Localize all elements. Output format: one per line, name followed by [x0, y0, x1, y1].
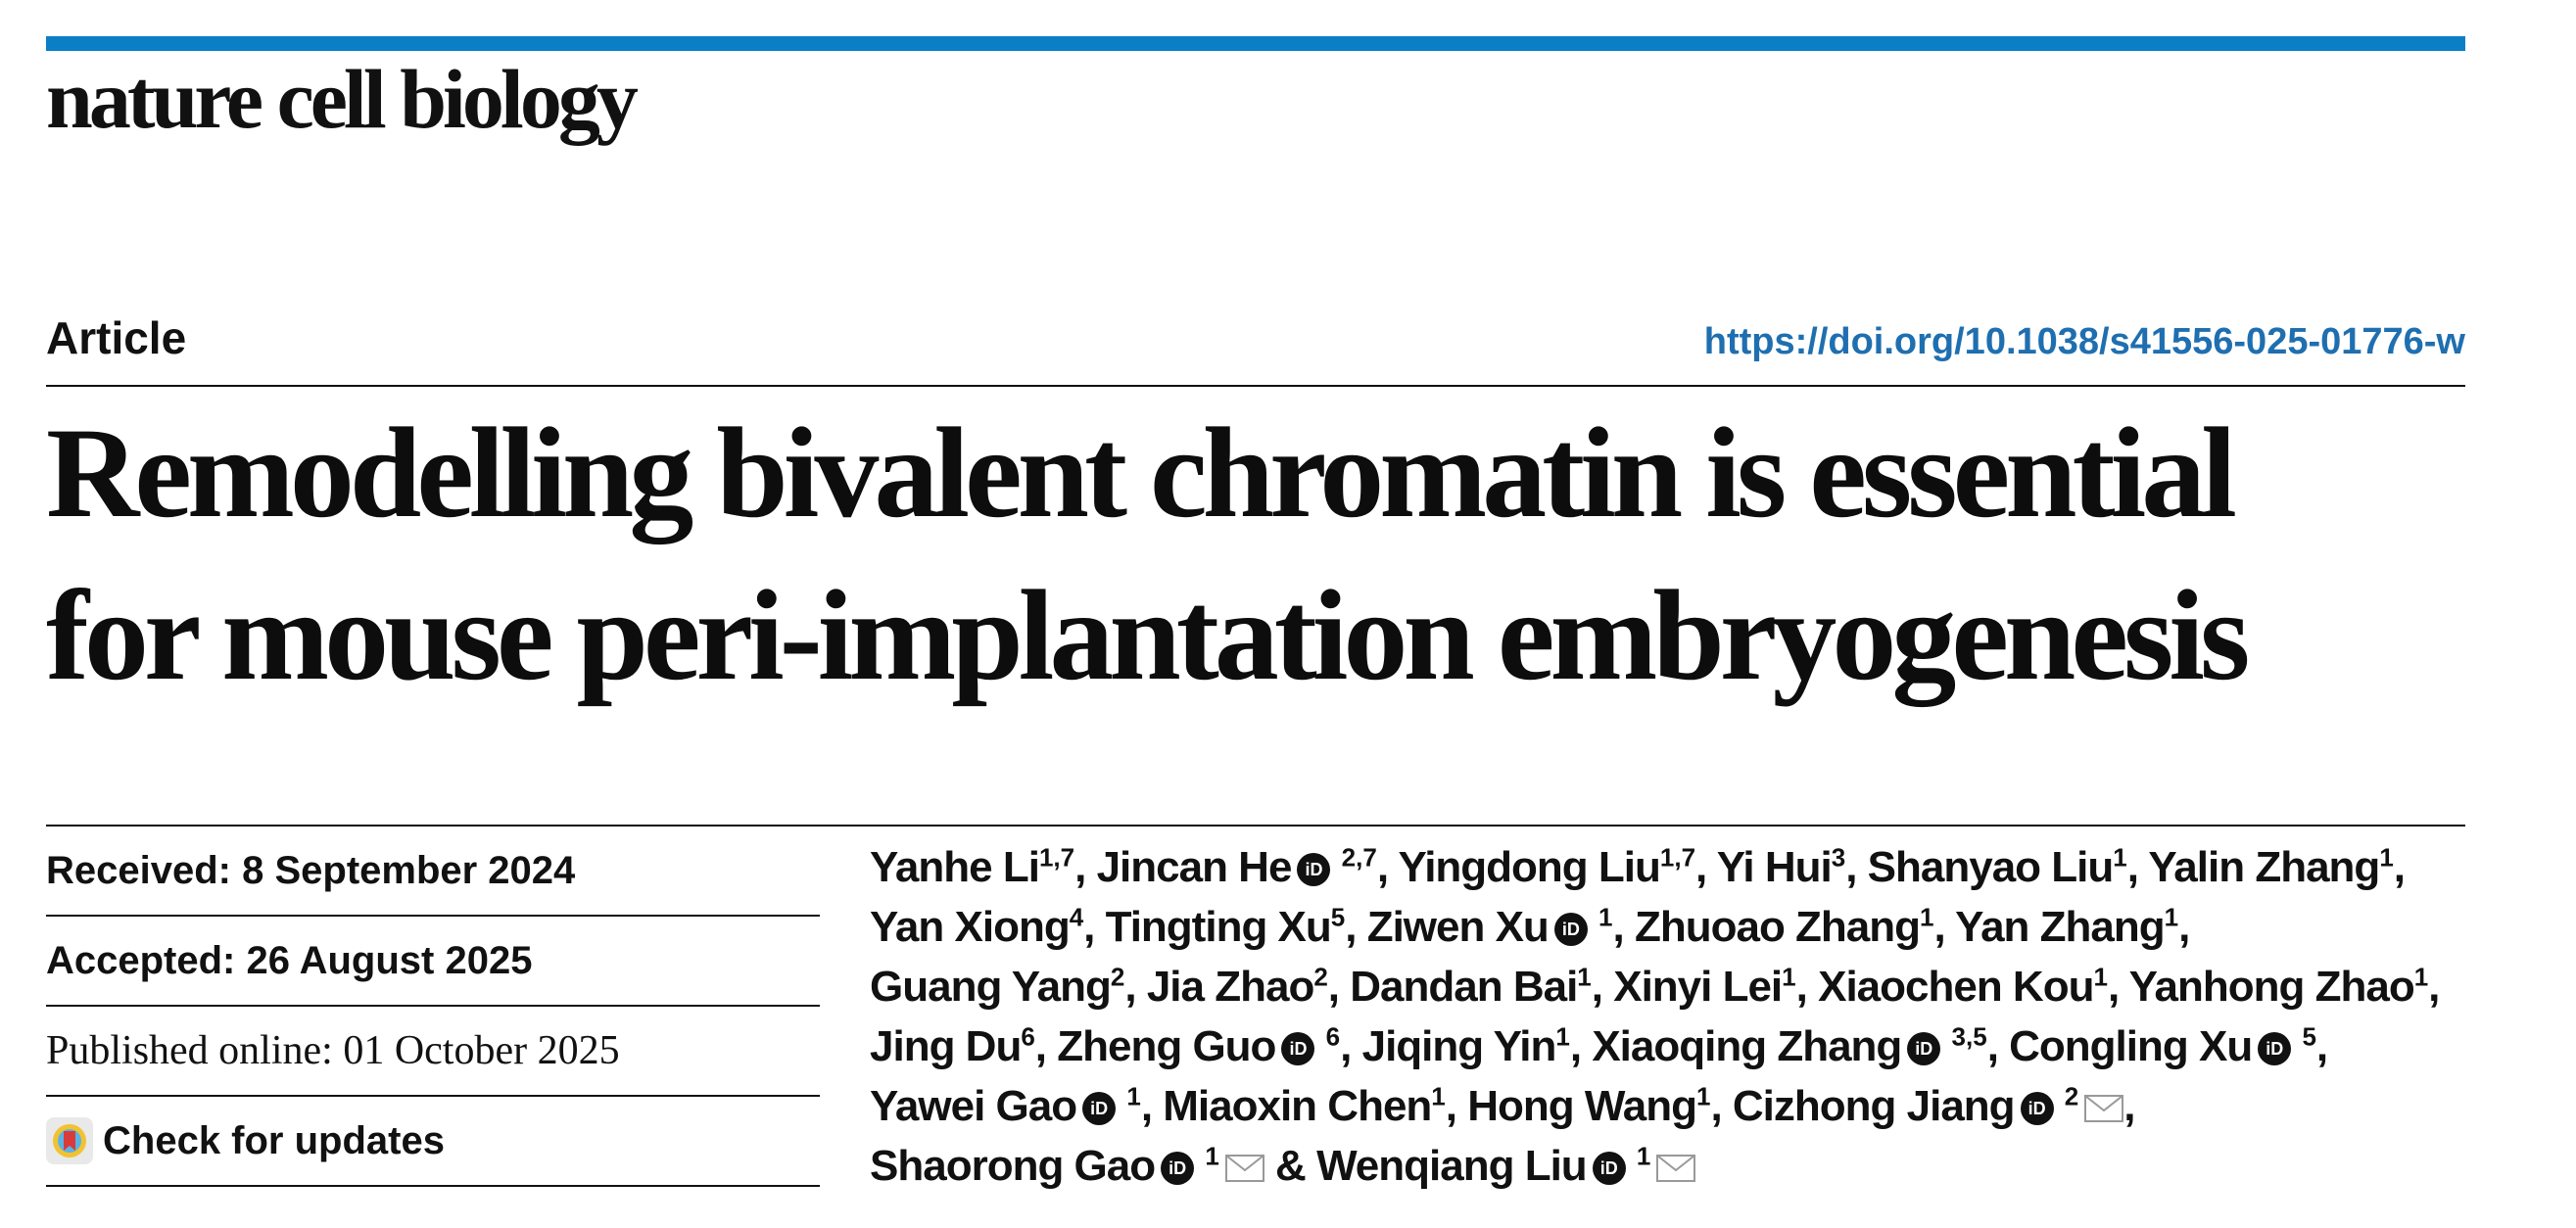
author[interactable]: Ziwen Xu iD 1: [1366, 902, 1613, 951]
author[interactable]: Jiqing Yin1: [1361, 1021, 1570, 1070]
author[interactable]: Hong Wang1: [1467, 1081, 1711, 1130]
orcid-icon[interactable]: iD: [1553, 913, 1588, 947]
author[interactable]: Miaoxin Chen1: [1163, 1081, 1446, 1130]
orcid-icon[interactable]: iD: [1592, 1152, 1626, 1186]
received-date: Received: 8 September 2024: [46, 827, 820, 917]
author[interactable]: Tingting Xu5: [1105, 902, 1346, 951]
author[interactable]: Jia Zhao2: [1146, 962, 1328, 1011]
doi-link[interactable]: https://doi.org/10.1038/s41556-025-01776…: [1703, 321, 2465, 362]
article-dates: Received: 8 September 2024 Accepted: 26 …: [46, 827, 820, 1187]
author[interactable]: Guang Yang2: [870, 962, 1125, 1011]
author[interactable]: Yalin Zhang1: [2148, 842, 2394, 891]
divider: [46, 385, 2465, 387]
author[interactable]: Xiaochen Kou1: [1818, 962, 2108, 1011]
author[interactable]: Shanyao Liu1: [1867, 842, 2127, 891]
author[interactable]: Yanhe Li1,7: [870, 842, 1075, 891]
divider: [46, 825, 2465, 827]
author[interactable]: Yingdong Liu1,7: [1398, 842, 1696, 891]
author[interactable]: Cizhong Jiang iD 2: [1733, 1082, 2124, 1130]
article-title: Remodelling bivalent chromatin is essent…: [46, 392, 2514, 717]
author[interactable]: Yawei Gao iD 1: [870, 1081, 1141, 1130]
journal-accent-bar: [46, 36, 2465, 51]
author[interactable]: Xinyi Lei1: [1613, 962, 1796, 1011]
author[interactable]: Wenqiang Liu iD 1: [1316, 1142, 1696, 1190]
envelope-icon[interactable]: [2084, 1095, 2124, 1123]
envelope-icon[interactable]: [1224, 1155, 1264, 1183]
author[interactable]: Dandan Bai1: [1350, 962, 1592, 1011]
orcid-icon[interactable]: iD: [2258, 1032, 2292, 1066]
orcid-icon[interactable]: iD: [1082, 1092, 1117, 1126]
orcid-icon[interactable]: iD: [1907, 1032, 1941, 1066]
author[interactable]: Jincan He iD 2,7: [1096, 842, 1377, 891]
author[interactable]: Yi Hui3: [1716, 842, 1846, 891]
author-list: Yanhe Li1,7, Jincan He iD 2,7, Yingdong L…: [870, 842, 2440, 1190]
author[interactable]: Xiaoqing Zhang iD 3,5: [1592, 1021, 1987, 1070]
accepted-date: Accepted: 26 August 2025: [46, 917, 820, 1007]
author[interactable]: Zhuoao Zhang1: [1634, 902, 1934, 951]
title-line-2: for mouse peri-implantation embryogenesi…: [46, 563, 2250, 707]
author[interactable]: Congling Xu iD 5: [2009, 1021, 2316, 1070]
check-updates-button[interactable]: Check for updates: [46, 1097, 820, 1187]
author[interactable]: Yanhong Zhao1: [2128, 962, 2429, 1011]
author[interactable]: Jing Du6: [870, 1021, 1035, 1070]
orcid-icon[interactable]: iD: [2020, 1092, 2054, 1126]
check-updates-icon: [46, 1117, 93, 1164]
orcid-icon[interactable]: iD: [1297, 853, 1331, 887]
author[interactable]: Zheng Guo iD 6: [1057, 1021, 1341, 1070]
journal-name[interactable]: nature cell biology: [46, 52, 639, 146]
title-line-1: Remodelling bivalent chromatin is essent…: [46, 401, 2237, 544]
author[interactable]: Yan Xiong4: [870, 902, 1084, 951]
published-date: Published online: 01 October 2025: [46, 1007, 820, 1097]
author[interactable]: Shaorong Gao iD 1: [870, 1142, 1264, 1190]
check-updates-label: Check for updates: [103, 1118, 445, 1162]
orcid-icon[interactable]: iD: [1281, 1032, 1315, 1066]
envelope-icon[interactable]: [1656, 1155, 1696, 1183]
orcid-icon[interactable]: iD: [1161, 1152, 1195, 1186]
author[interactable]: Yan Zhang1: [1955, 902, 2179, 951]
article-type: Article: [46, 312, 187, 363]
